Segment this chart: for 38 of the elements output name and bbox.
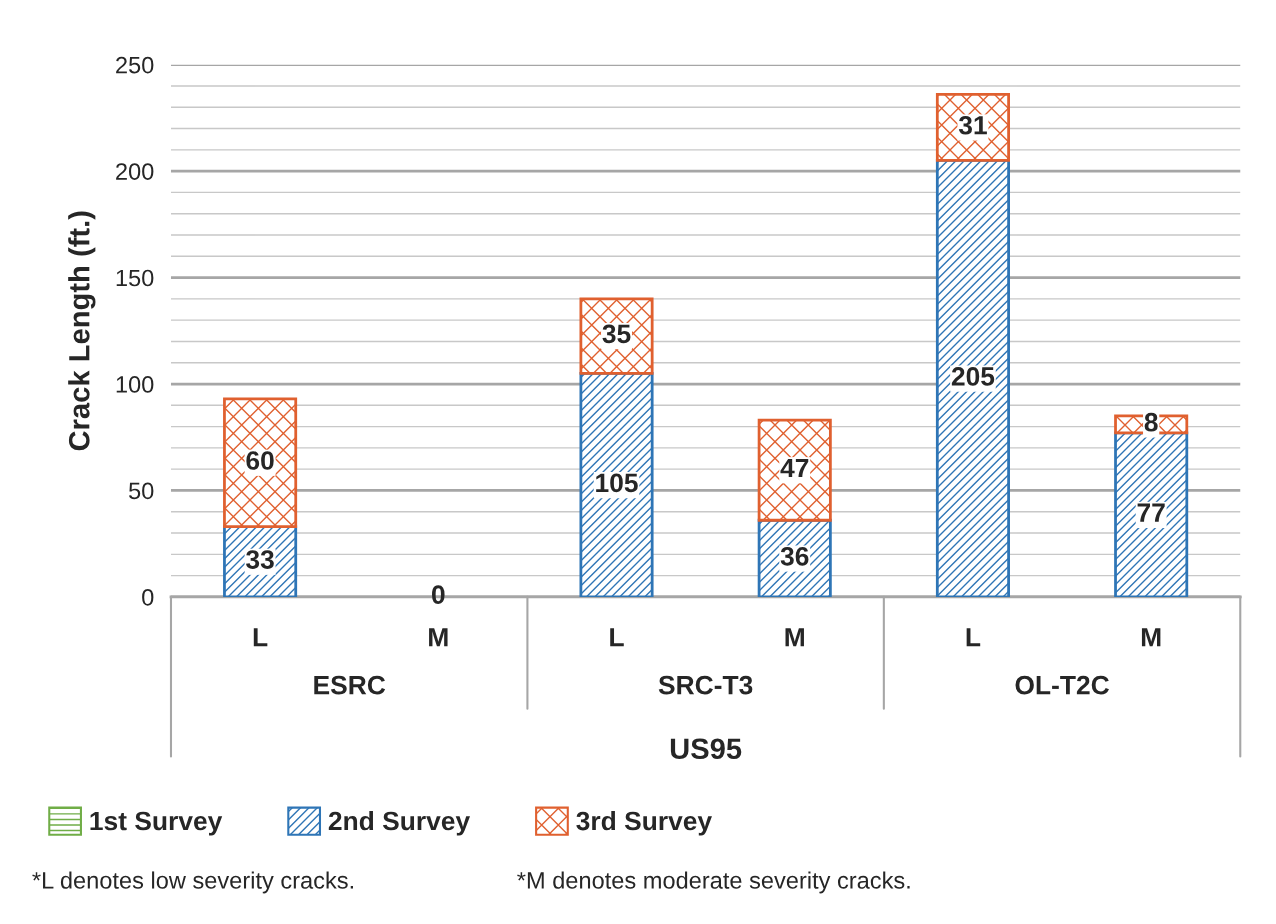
text: SRC-T3: [658, 675, 753, 695]
bar: [223, 397, 298, 529]
bar: [579, 297, 654, 375]
legend-label: 2nd Survey: [328, 810, 471, 836]
text: *L denotes low severity cracks.: [32, 871, 353, 894]
data-label: 77: [1137, 503, 1165, 522]
text: OL-T2C: [1015, 675, 1109, 695]
x-axis-title: US95: [670, 738, 742, 760]
data-label: 0: [432, 585, 445, 604]
y-tick-label: 150: [116, 269, 154, 287]
x-tick-label: M: [785, 628, 804, 647]
data-label: 205: [951, 367, 995, 386]
y-tick-label: 0: [142, 588, 154, 606]
data-label: 60: [246, 451, 274, 470]
data-label: 105: [596, 473, 638, 493]
x-tick-label: L: [610, 628, 624, 647]
data-label: 47: [780, 458, 809, 478]
x-tick-label: L: [253, 628, 268, 647]
y-tick-label: 50: [129, 482, 154, 500]
x-tick-label: M: [429, 628, 448, 647]
data-label: 36: [780, 546, 809, 566]
legend-label: 3rd Survey: [576, 810, 712, 836]
data-label: 8: [1144, 412, 1158, 432]
y-tick-label: 100: [116, 376, 154, 393]
text: ESRC: [314, 675, 386, 695]
bar: [935, 159, 1010, 597]
data-label: 33: [246, 550, 274, 569]
y-tick-label: 200: [116, 163, 154, 180]
bar: [1114, 431, 1189, 597]
y-tick-label: 250: [116, 56, 154, 74]
x-tick-label: M: [1141, 628, 1161, 647]
bar: [757, 418, 832, 522]
legend-label: 1st Survey: [90, 811, 223, 836]
x-tick-label: L: [966, 628, 981, 647]
y-axis-title: Crack Length (ft.): [68, 211, 96, 451]
data-label: 31: [958, 115, 987, 135]
data-label: 35: [602, 324, 631, 344]
text: *M denotes moderate severity cracks.: [517, 871, 910, 894]
